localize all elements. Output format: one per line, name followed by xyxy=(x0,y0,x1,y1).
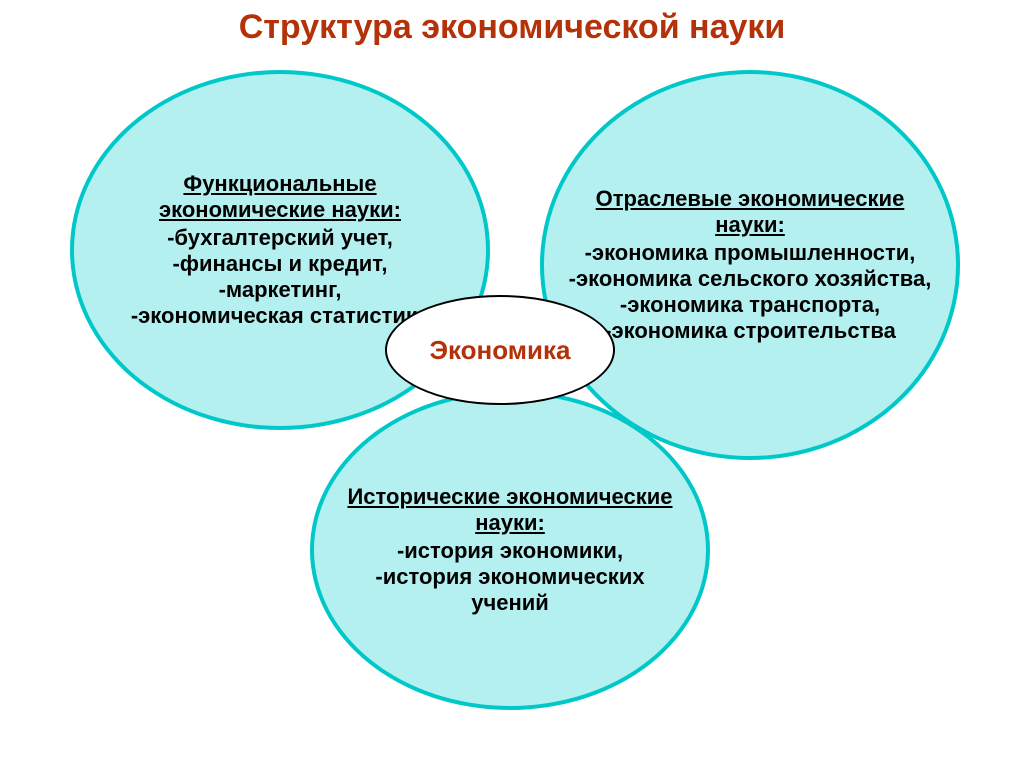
bubble-sectoral: Отраслевые экономические науки:-экономик… xyxy=(540,70,960,460)
bubble-functional-line-2: -маркетинг, xyxy=(219,277,342,303)
bubble-functional-heading: Функциональные экономические науки: xyxy=(98,171,462,223)
bubble-historical-heading: Исторические экономические науки: xyxy=(338,484,682,536)
bubble-functional-line-1: -финансы и кредит, xyxy=(172,251,387,277)
bubble-sectoral-line-3: -экономика строительства xyxy=(604,318,896,344)
bubble-sectoral-line-0: -экономика промышленности, xyxy=(585,240,916,266)
bubble-historical-line-1: -история экономических учений xyxy=(338,564,682,616)
diagram-stage: Структура экономической науки Функционал… xyxy=(0,0,1024,767)
bubble-sectoral-line-2: -экономика транспорта, xyxy=(620,292,880,318)
bubble-functional-line-3: -экономическая статистика xyxy=(131,303,429,329)
bubble-historical: Исторические экономические науки:-истори… xyxy=(310,390,710,710)
bubble-historical-line-0: -история экономики, xyxy=(397,538,623,564)
bubble-sectoral-heading: Отраслевые экономические науки: xyxy=(568,186,932,238)
bubble-sectoral-line-1: -экономика сельского хозяйства, xyxy=(569,266,932,292)
center-node-economics: Экономика xyxy=(385,295,615,405)
diagram-title: Структура экономической науки xyxy=(0,8,1024,47)
bubble-functional-line-0: -бухгалтерский учет, xyxy=(167,225,393,251)
